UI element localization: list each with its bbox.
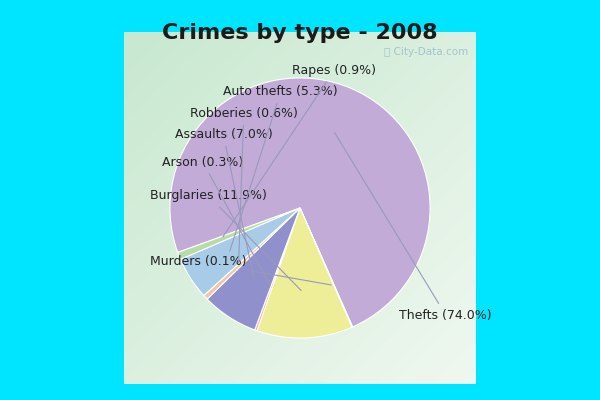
Wedge shape [207, 208, 300, 330]
Text: Rapes (0.9%): Rapes (0.9%) [223, 64, 376, 237]
Wedge shape [300, 208, 353, 327]
Wedge shape [255, 208, 300, 331]
Text: Burglaries (11.9%): Burglaries (11.9%) [150, 189, 301, 290]
Text: Auto thefts (5.3%): Auto thefts (5.3%) [223, 85, 338, 251]
Text: Robberies (0.6%): Robberies (0.6%) [190, 107, 298, 263]
Text: Murders (0.1%): Murders (0.1%) [150, 255, 331, 285]
Text: Thefts (74.0%): Thefts (74.0%) [335, 132, 492, 322]
Wedge shape [257, 208, 352, 338]
Wedge shape [181, 208, 300, 296]
Text: Arson (0.3%): Arson (0.3%) [162, 156, 270, 285]
Wedge shape [170, 78, 430, 327]
Wedge shape [178, 208, 300, 259]
Text: Crimes by type - 2008: Crimes by type - 2008 [162, 23, 438, 43]
Text: ⓘ City-Data.com: ⓘ City-Data.com [384, 47, 469, 57]
Wedge shape [204, 208, 300, 299]
Text: Assaults (7.0%): Assaults (7.0%) [175, 128, 272, 276]
